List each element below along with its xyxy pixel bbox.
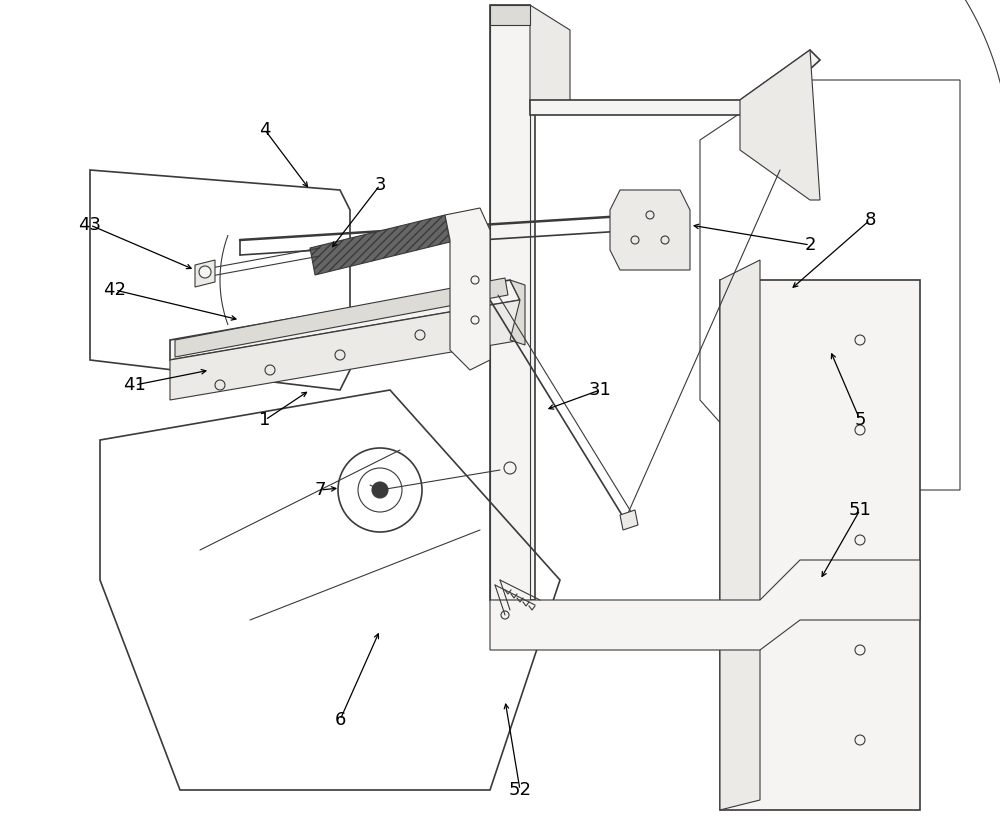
Circle shape bbox=[504, 462, 516, 474]
Text: 7: 7 bbox=[314, 481, 326, 499]
Text: 52: 52 bbox=[509, 781, 532, 799]
Polygon shape bbox=[490, 5, 530, 25]
Polygon shape bbox=[170, 300, 522, 400]
Polygon shape bbox=[620, 510, 638, 530]
Text: 2: 2 bbox=[804, 236, 816, 254]
Polygon shape bbox=[530, 5, 570, 110]
Polygon shape bbox=[170, 280, 520, 360]
Polygon shape bbox=[490, 5, 535, 600]
Polygon shape bbox=[720, 260, 760, 810]
Polygon shape bbox=[720, 280, 920, 810]
Text: 51: 51 bbox=[849, 501, 871, 519]
Text: 42: 42 bbox=[104, 281, 126, 299]
Polygon shape bbox=[530, 50, 820, 115]
Text: 1: 1 bbox=[259, 411, 271, 429]
Polygon shape bbox=[740, 50, 820, 200]
Text: 5: 5 bbox=[854, 411, 866, 429]
Polygon shape bbox=[610, 190, 690, 270]
Polygon shape bbox=[490, 560, 920, 650]
Polygon shape bbox=[490, 5, 530, 600]
Text: 31: 31 bbox=[589, 381, 611, 399]
Text: 4: 4 bbox=[259, 121, 271, 139]
Circle shape bbox=[372, 482, 388, 498]
Text: 6: 6 bbox=[334, 711, 346, 729]
Polygon shape bbox=[310, 215, 450, 275]
Text: 8: 8 bbox=[864, 211, 876, 229]
Polygon shape bbox=[175, 278, 508, 357]
Polygon shape bbox=[445, 208, 490, 370]
Text: 3: 3 bbox=[374, 176, 386, 194]
Text: 43: 43 bbox=[78, 216, 102, 234]
Polygon shape bbox=[510, 280, 525, 345]
Polygon shape bbox=[195, 260, 215, 287]
Text: 41: 41 bbox=[124, 376, 146, 394]
Circle shape bbox=[199, 266, 211, 278]
